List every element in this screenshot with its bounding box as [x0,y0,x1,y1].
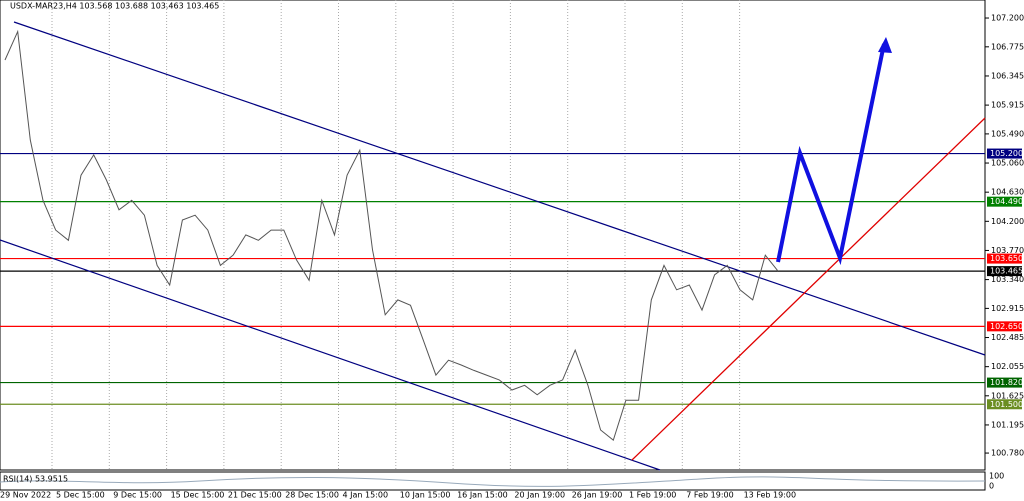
y-tick-label: 105.060 [991,159,1024,168]
y-tick-label: 102.915 [991,304,1024,313]
rsi-label: RSI(14) 53.9515 [3,475,68,484]
level-tag-label: 102.650 [990,322,1023,331]
x-tick-label: 20 Jan 19:00 [514,491,565,500]
level-tag-box [987,196,1022,207]
x-tick-label: 29 Nov 2022 [0,491,51,500]
y-tick-label: 100.780 [991,449,1024,458]
level-tag: 101.500 [987,399,1023,410]
level-tag: 101.820 [987,377,1023,388]
level-tag-box [987,321,1022,332]
level-tag-box [987,399,1022,410]
level-tag: 103.465 [987,266,1023,277]
level-tag-label: 104.490 [990,197,1023,206]
level-tag: 105.200 [987,148,1023,159]
x-tick-label: 21 Dec 15:00 [228,491,282,500]
x-tick-label: 9 Dec 15:00 [113,491,162,500]
y-tick-label: 106.345 [991,71,1024,80]
y-tick-label: 107.200 [991,14,1024,23]
level-tag-box [987,253,1022,264]
y-tick-label: 102.485 [991,333,1024,342]
arrow-head [878,37,892,53]
rsi-frame [0,471,986,491]
levels: 105.200 104.490 103.650 103.465 102.650 101.8… [0,148,1023,410]
y-tick-label: 105.915 [991,101,1024,110]
x-tick-label: 1 Feb 19:00 [629,491,676,500]
chart-title: USDX-MAR23,H4 103.568 103.688 103.463 10… [10,2,219,11]
x-tick-label: 28 Dec 15:00 [285,491,339,500]
level-tag: 104.490 [987,196,1023,207]
y-tick-label: 104.630 [991,188,1024,197]
y-tick-label: 102.055 [991,362,1024,371]
rsi-line [0,476,986,487]
level-tag-box [987,377,1022,388]
x-tick-label: 26 Jan 19:00 [572,491,623,500]
y-tick-label: 106.775 [991,42,1024,51]
x-tick-label: 5 Dec 15:00 [56,491,105,500]
x-tick-label: 7 Feb 19:00 [686,491,733,500]
rsi-axis-label: 100 [989,472,1004,481]
y-tick-label: 101.195 [991,420,1024,429]
y-tick-label: 105.490 [991,129,1024,138]
level-tag-label: 103.465 [990,267,1023,276]
series [4,29,779,442]
y-tick-label: 101.625 [991,391,1024,400]
channel-top [13,21,986,356]
x-tick-label: 15 Dec 15:00 [171,491,225,500]
level-tag-box [987,148,1022,159]
level-tag-label: 103.650 [990,254,1023,263]
level-tag: 102.650 [987,321,1023,332]
trend-line [631,117,986,461]
y-tick-label: 103.770 [991,246,1024,255]
x-tick-label: 4 Jan 15:00 [343,491,389,500]
level-tag-label: 101.500 [990,400,1023,409]
y-tick-label: 104.200 [991,217,1024,226]
grid [51,0,741,470]
level-tag-label: 105.200 [990,149,1023,158]
y-tick-label: 103.340 [991,275,1024,284]
channel-bottom [0,239,661,471]
level-tag-box [987,266,1022,277]
axis: 107.200 106.775 106.345 105.915 105.490 105.0… [0,14,1024,500]
price-line [4,29,779,442]
plot-frame [0,0,986,471]
projection-arrow [776,43,886,266]
rsi-axis-label: 0 [989,482,994,491]
level-tag-label: 101.820 [990,378,1023,387]
x-tick-label: 13 Feb 19:00 [744,491,796,500]
level-tag: 103.650 [987,253,1023,264]
x-tick-label: 10 Jan 15:00 [400,491,451,500]
x-tick-label: 16 Jan 15:00 [457,491,508,500]
